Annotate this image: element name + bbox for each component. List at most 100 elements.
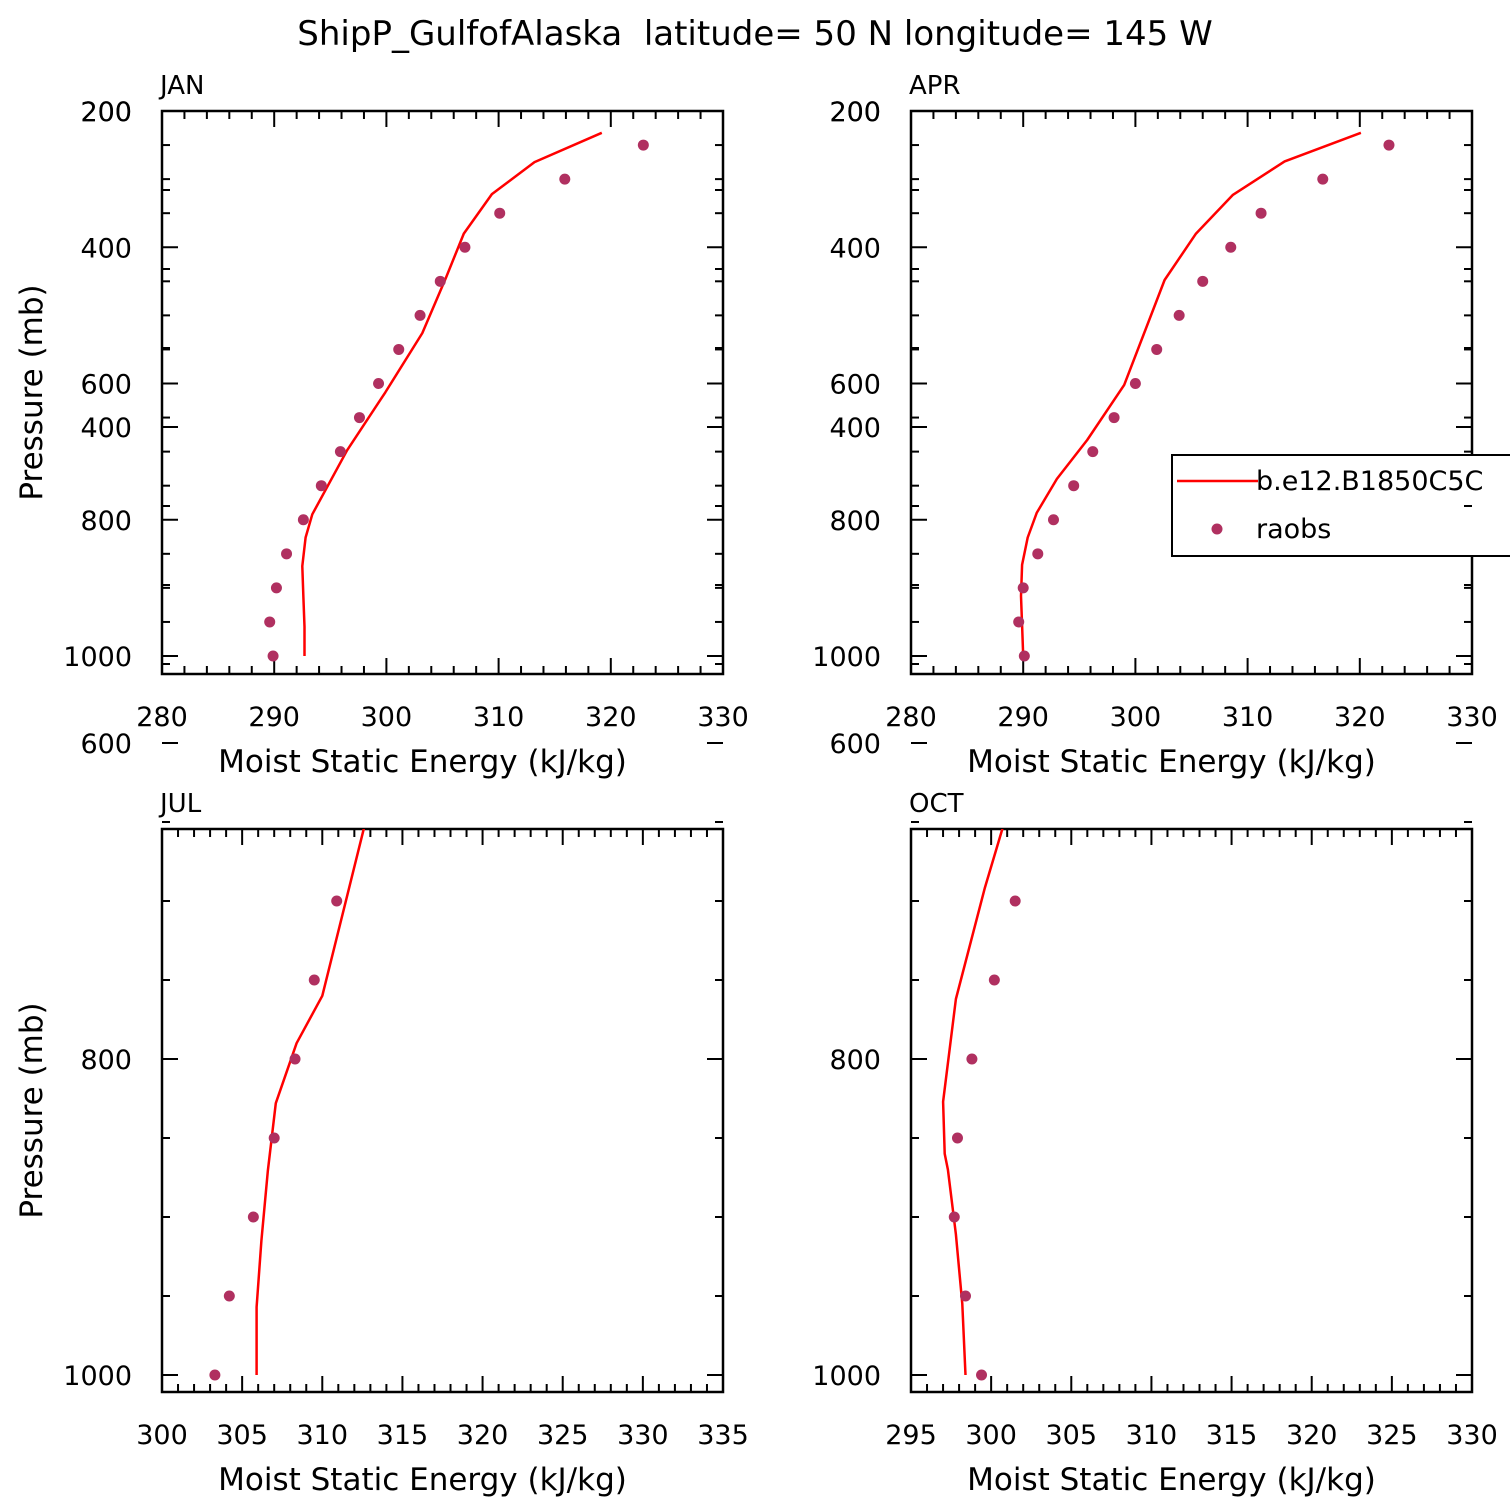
x-tick-label: 330 [617, 1420, 669, 1451]
x-tick-label: 325 [537, 1420, 589, 1451]
raob-point [1017, 582, 1029, 594]
y-tick-label: 600 [80, 370, 132, 401]
x-tick-label: 280 [885, 702, 937, 733]
raob-point [1225, 241, 1237, 253]
panel-month-label: JUL [158, 789, 202, 819]
raob-point [434, 275, 446, 287]
y-tick-label: 400 [829, 233, 881, 264]
raob-point [1255, 207, 1267, 219]
x-tick-label: 325 [1366, 1420, 1418, 1451]
x-tick-label: 315 [377, 1420, 429, 1451]
y-tick-label: 400 [80, 233, 132, 264]
plot-area [264, 131, 649, 662]
x-axis-label: Moist Static Energy (kJ/kg) [218, 1462, 627, 1498]
plot-frame [160, 827, 725, 1394]
raob-point [264, 616, 276, 628]
y-tick-label: 800 [80, 506, 132, 537]
raob-point [1009, 895, 1021, 907]
y-tick-label: 200 [829, 97, 881, 128]
model-profile-line [255, 829, 366, 1375]
raob-point [414, 309, 426, 321]
raob-point [315, 480, 327, 492]
x-tick-label: 320 [1286, 1420, 1338, 1451]
x-tick-label: 300 [361, 702, 413, 733]
y-tick-label: 600 [80, 729, 132, 760]
y-tick-label: 600 [829, 729, 881, 760]
raob-point [1197, 275, 1209, 287]
x-axis-label: Moist Static Energy (kJ/kg) [218, 744, 627, 780]
figure-title: ShipP_GulfofAlaska latitude= 50 N longit… [297, 14, 1212, 54]
raob-point [1032, 548, 1044, 560]
plot-frame [160, 109, 725, 676]
raob-point [270, 582, 282, 594]
raob-point [289, 1053, 301, 1065]
raob-point [1317, 173, 1329, 185]
raob-point [1087, 446, 1099, 458]
legend-label-raobs: raobs [1256, 514, 1331, 545]
raob-point [331, 895, 343, 907]
x-tick-label: 310 [1222, 702, 1274, 733]
x-tick-label: 300 [965, 1420, 1017, 1451]
panel-month-label: JAN [158, 71, 204, 101]
x-tick-label: 320 [585, 702, 637, 733]
chart-panel-apr: 280 290 300 310 320 330 200 400 600 800 1000 APR Moi… [812, 71, 1510, 780]
raob-point [1383, 139, 1395, 151]
y-tick-label: 200 [829, 97, 881, 128]
y-tick-label: 400 [829, 413, 881, 444]
legend-box [1171, 454, 1510, 557]
legend-label-model: b.e12.B1850C5C [1256, 466, 1483, 497]
y-tick-label: 1000 [812, 1361, 881, 1392]
y-tick-label: 200 [80, 97, 132, 128]
raob-point [308, 974, 320, 986]
x-tick-label: 320 [1334, 702, 1386, 733]
y-tick-label: 200 [80, 97, 132, 128]
raob-point [494, 207, 506, 219]
chart-panel-jul: 300 305 310 315 320 325 330 335 200 400 600 800 1000… [14, 97, 749, 1498]
plot-area [209, 829, 366, 1381]
raob-point [1151, 343, 1163, 355]
x-tick-label: 295 [885, 1420, 937, 1451]
raob-point [1108, 412, 1120, 424]
x-axis-label: Moist Static Energy (kJ/kg) [967, 744, 1376, 780]
plot-area [941, 829, 1021, 1381]
plot-area [1013, 131, 1395, 662]
raob-point [353, 412, 365, 424]
x-tick-label: 320 [457, 1420, 509, 1451]
x-tick-label: 300 [1110, 702, 1162, 733]
raob-point [247, 1211, 259, 1223]
raob-point [1013, 616, 1025, 628]
x-tick-label: 305 [1046, 1420, 1098, 1451]
x-tick-label: 335 [697, 1420, 749, 1451]
x-tick-label: 300 [136, 1420, 188, 1451]
model-profile-line [301, 131, 603, 656]
raob-point [209, 1369, 221, 1381]
y-tick-label: 1000 [63, 642, 132, 673]
chart-panel-jan: 280 290 300 310 320 330 200 400 600 800 1000 JAN Moi… [14, 71, 749, 780]
x-tick-label: 330 [1446, 1420, 1498, 1451]
x-tick-label: 330 [697, 702, 749, 733]
raob-point [1173, 309, 1185, 321]
raob-point [281, 548, 293, 560]
panel-month-label: OCT [909, 789, 964, 819]
raob-point [297, 514, 309, 526]
x-tick-label: 330 [1446, 702, 1498, 733]
raob-point [951, 1132, 963, 1144]
raob-point [976, 1369, 988, 1381]
raob-point [268, 1132, 280, 1144]
raob-point [334, 446, 346, 458]
raob-point [948, 1211, 960, 1223]
y-axis-label: Pressure (mb) [14, 1002, 50, 1218]
raob-point [1068, 480, 1080, 492]
x-tick-label: 310 [1126, 1420, 1178, 1451]
plot-frame [909, 109, 1474, 676]
raob-point [373, 378, 385, 389]
x-tick-label: 290 [248, 702, 300, 733]
y-tick-label: 800 [829, 506, 881, 537]
y-tick-label: 1000 [63, 1361, 132, 1392]
x-tick-label: 305 [216, 1420, 268, 1451]
raob-point [1047, 514, 1059, 526]
x-tick-label: 280 [136, 702, 188, 733]
raob-point [267, 650, 279, 662]
legend: b.e12.B1850C5C raobs [1171, 454, 1510, 557]
